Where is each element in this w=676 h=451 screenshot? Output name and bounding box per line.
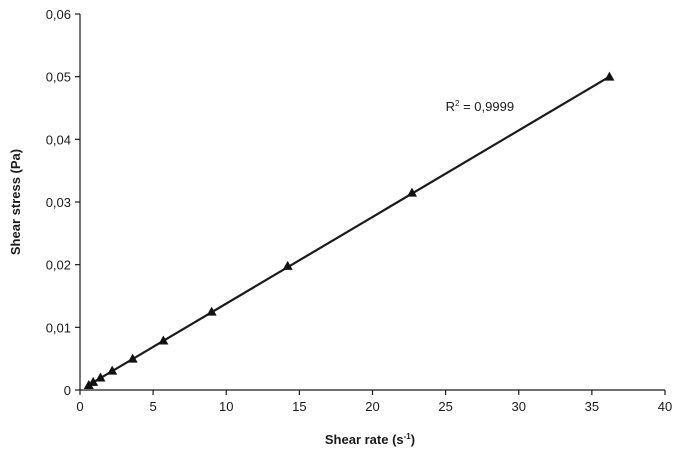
r2-suffix: = 0,9999 <box>459 99 514 114</box>
data-point <box>127 353 138 363</box>
x-tick-label: 40 <box>658 399 672 414</box>
y-tick-label: 0,02 <box>46 258 71 273</box>
ticks: 0 5 10 15 20 25 30 35 40 0 0,01 0,02 0,03 0,04 0,05 0,0… <box>46 7 673 414</box>
markers <box>83 71 615 389</box>
trend-layer <box>88 75 610 386</box>
data-point <box>282 260 293 270</box>
data-point <box>604 71 615 81</box>
x-axis-title-sup: -1 <box>404 432 412 441</box>
axes <box>79 14 665 391</box>
x-axis-title: Shear rate (s-1) <box>325 432 415 447</box>
x-tick-label: 5 <box>150 399 157 414</box>
x-tick-label: 20 <box>365 399 379 414</box>
data-point <box>158 335 169 345</box>
r-squared-annotation: R2 = 0,9999 <box>446 99 514 114</box>
x-tick-label: 10 <box>219 399 233 414</box>
data-point <box>88 376 99 386</box>
y-tick-label: 0,06 <box>46 7 71 22</box>
y-tick-label: 0,05 <box>46 70 71 85</box>
y-tick-label: 0,04 <box>46 132 71 147</box>
data-point <box>95 372 106 382</box>
data-point <box>206 306 217 316</box>
data-point <box>107 365 118 375</box>
y-tick-label: 0,03 <box>46 195 71 210</box>
x-axis-title-text: Shear rate (s <box>325 432 404 447</box>
trendline <box>88 75 610 386</box>
x-tick-label: 25 <box>438 399 452 414</box>
data-point <box>83 379 94 389</box>
x-tick-label: 15 <box>292 399 306 414</box>
y-tick-label: 0,01 <box>46 320 71 335</box>
r2-sup: 2 <box>455 99 460 108</box>
y-tick-label: 0 <box>64 383 71 398</box>
x-axis-title-tail: ) <box>411 432 415 447</box>
x-tick-label: 35 <box>585 399 599 414</box>
r2-prefix: R <box>446 99 455 114</box>
data-point <box>406 187 417 197</box>
y-axis-title: Shear stress (Pa) <box>8 149 23 255</box>
x-tick-label: 30 <box>512 399 526 414</box>
x-tick-label: 0 <box>76 399 83 414</box>
